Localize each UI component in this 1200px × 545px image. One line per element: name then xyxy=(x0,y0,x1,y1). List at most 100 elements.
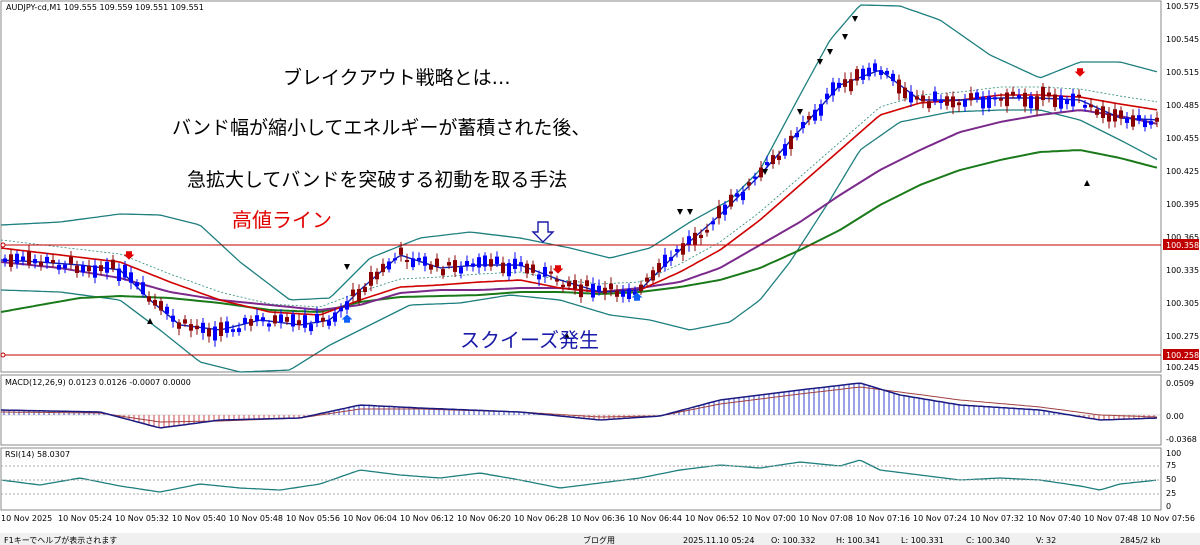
candle-body xyxy=(693,232,697,246)
candle-body xyxy=(597,285,601,292)
candle-body xyxy=(273,315,277,324)
candle-body xyxy=(39,261,43,266)
small-down-arrow-icon xyxy=(827,49,833,55)
candle-body xyxy=(861,68,865,80)
candle-body xyxy=(975,92,979,99)
level-handle[interactable] xyxy=(0,352,6,358)
time-tick: 10 Nov 06:36 xyxy=(571,514,625,523)
time-tick: 10 Nov 07:40 xyxy=(1027,514,1081,523)
candle-body xyxy=(1077,94,1081,97)
candle-body xyxy=(567,281,571,287)
middle-band-line xyxy=(0,86,1158,308)
candle-body xyxy=(1065,99,1069,105)
price-tick: 100.575 xyxy=(1166,2,1199,11)
down-arrow-icon xyxy=(552,265,564,274)
candle-body xyxy=(489,259,493,267)
candle-body xyxy=(1155,117,1159,122)
candle-body xyxy=(279,314,283,322)
candle-body xyxy=(429,264,433,270)
candle-body xyxy=(573,280,577,289)
candle-body xyxy=(207,328,211,337)
candle-body xyxy=(891,73,895,82)
status-bar-items: F1キーでヘルプが表示されます ブログ用 2025.11.10 05:24 O:… xyxy=(4,535,1160,545)
candle-body xyxy=(15,253,19,264)
status-datetime: 2025.11.10 05:24 xyxy=(683,536,754,545)
candle-body xyxy=(153,299,157,306)
candle-body xyxy=(969,93,973,101)
candle-body xyxy=(885,70,889,75)
down-arrow-icon xyxy=(1074,68,1086,77)
candle-body xyxy=(135,282,139,287)
candle-body xyxy=(879,70,883,75)
macd-window[interactable] xyxy=(0,374,1162,446)
candle-body xyxy=(387,261,391,270)
candle-body xyxy=(819,104,823,116)
time-tick: 10 Nov 06:44 xyxy=(628,514,682,523)
price-tick: 100.545 xyxy=(1166,35,1199,44)
small-down-arrow-icon xyxy=(817,59,823,65)
candle-body xyxy=(1017,95,1021,98)
candle-body xyxy=(639,284,643,291)
macd-tick: 0.0509 xyxy=(1166,379,1194,388)
candle-body xyxy=(99,265,103,272)
candle-body xyxy=(735,193,739,197)
candle-body xyxy=(681,243,685,255)
candle-body xyxy=(441,269,445,276)
time-axis: 10 Nov 2025 10 Nov 05:24 10 Nov 05:32 10… xyxy=(1,514,1195,523)
candle-body xyxy=(465,260,469,267)
candle-body xyxy=(669,257,673,261)
small-down-arrow-icon xyxy=(842,34,848,40)
candle-body xyxy=(333,312,337,322)
rsi-tick: 75 xyxy=(1166,461,1176,470)
candle-body xyxy=(321,317,325,322)
rsi-axis: 100 75 50 25 0 xyxy=(1166,449,1181,511)
small-down-arrow-icon xyxy=(852,16,858,22)
candle-body xyxy=(1089,104,1093,108)
candle-body xyxy=(519,262,523,267)
candle-body xyxy=(87,265,91,272)
time-tick: 10 Nov 2025 xyxy=(1,514,52,523)
price-tick: 100.515 xyxy=(1166,68,1199,77)
candle-body xyxy=(381,263,385,273)
candle-body xyxy=(537,274,541,280)
price-axis: 100.575 100.545 100.515 100.485 100.455 … xyxy=(1166,2,1199,372)
time-tick: 10 Nov 07:48 xyxy=(1084,514,1138,523)
candle-body xyxy=(771,155,775,165)
candle-body xyxy=(327,320,331,326)
candle-body xyxy=(201,322,205,333)
candle-body xyxy=(555,279,559,282)
candle-body xyxy=(249,319,253,326)
candle-body xyxy=(111,259,115,269)
macd-signal-line xyxy=(1,386,1158,423)
status-help: F1キーでヘルプが表示されます xyxy=(4,535,117,545)
candle-body xyxy=(33,259,37,264)
level-handle[interactable] xyxy=(0,242,6,248)
time-tick: 10 Nov 06:20 xyxy=(457,514,511,523)
price-tick: 100.335 xyxy=(1166,266,1199,275)
candle-body xyxy=(927,101,931,109)
candle-body xyxy=(837,82,841,88)
candle-body xyxy=(3,258,7,262)
status-profile: ブログ用 xyxy=(583,535,615,545)
candle-body xyxy=(1101,106,1105,118)
candle-body xyxy=(525,263,529,274)
candle-body xyxy=(363,287,367,292)
main-chart-window[interactable] xyxy=(0,0,1162,373)
time-tick: 10 Nov 07:32 xyxy=(970,514,1024,523)
candle-body xyxy=(45,256,49,263)
down-arrow-icon xyxy=(123,251,135,260)
time-tick: 10 Nov 07:56 xyxy=(1141,514,1195,523)
time-tick: 10 Nov 07:16 xyxy=(856,514,910,523)
rsi-plot xyxy=(0,459,1157,493)
candle-body xyxy=(987,96,991,108)
price-tick: 100.365 xyxy=(1166,233,1199,242)
time-tick: 10 Nov 07:00 xyxy=(742,514,796,523)
candle-body xyxy=(93,265,97,278)
candle-body xyxy=(177,322,181,329)
candle-body xyxy=(1059,95,1063,109)
candle-body xyxy=(213,326,217,341)
time-tick: 10 Nov 07:24 xyxy=(913,514,967,523)
price-tick: 100.245 xyxy=(1166,363,1199,372)
candle-body xyxy=(195,325,199,330)
